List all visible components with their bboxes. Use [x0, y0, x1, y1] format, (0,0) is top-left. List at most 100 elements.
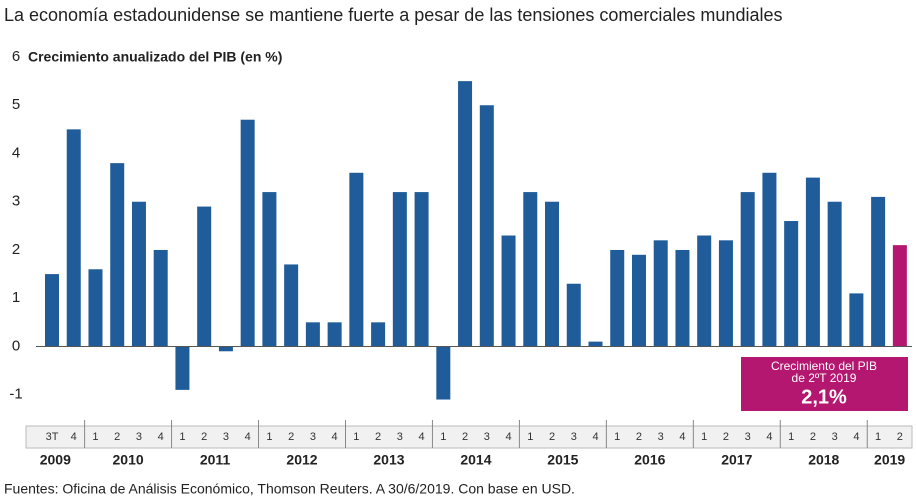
- bar: [305, 322, 320, 347]
- x-group-label: 2013: [373, 452, 404, 468]
- bar: [849, 293, 864, 347]
- x-tick-label: 3: [745, 431, 751, 443]
- x-tick-label: 3: [484, 431, 490, 443]
- bar: [218, 346, 233, 352]
- bar: [501, 235, 516, 347]
- bar: [784, 221, 799, 347]
- bar: [827, 201, 842, 347]
- x-tick-label: 4: [679, 431, 685, 443]
- x-group-label: 2017: [721, 452, 752, 468]
- annotation-text: Crecimiento del PIB: [771, 359, 877, 373]
- x-tick-label: 4: [245, 431, 251, 443]
- x-tick-label: 3: [571, 431, 577, 443]
- bar: [175, 346, 190, 390]
- x-group-label: 2015: [547, 452, 578, 468]
- bar: [458, 81, 473, 347]
- x-group-label: 2018: [808, 452, 839, 468]
- chart-title: La economía estadounidense se mantiene f…: [4, 5, 782, 25]
- bar: [392, 192, 407, 347]
- x-tick-label: 1: [353, 431, 359, 443]
- bar: [871, 196, 886, 347]
- y-tick-label: 2: [12, 241, 20, 258]
- x-tick-label: 2: [549, 431, 555, 443]
- bar: [610, 249, 625, 347]
- bar: [805, 177, 820, 347]
- x-tick-label: 3: [223, 431, 229, 443]
- annotation-text: de 2ºT 2019: [792, 371, 857, 385]
- y-tick-label: 3: [12, 193, 20, 210]
- bar: [131, 201, 146, 347]
- annotation-box: [741, 357, 908, 411]
- bar: [588, 341, 603, 347]
- x-tick-label: 4: [419, 431, 425, 443]
- bar: [414, 192, 429, 347]
- x-tick-label: 3: [658, 431, 664, 443]
- x-tick-label: 2: [636, 431, 642, 443]
- x-group-label: 2012: [286, 452, 317, 468]
- x-tick-label: 1: [179, 431, 185, 443]
- bar: [479, 105, 494, 347]
- bar: [66, 129, 81, 347]
- y-axis-label: Crecimiento anualizado del PIB (en %): [28, 49, 282, 65]
- bar: [762, 172, 777, 347]
- x-tick-label: 2: [723, 431, 729, 443]
- x-group-label: 2011: [200, 452, 231, 468]
- bar: [110, 163, 125, 347]
- x-tick-label: 4: [505, 431, 511, 443]
- x-tick-label: 4: [853, 431, 859, 443]
- y-tick-label: 0: [12, 337, 20, 354]
- y-tick-label: 1: [12, 289, 20, 306]
- x-tick-label: 4: [332, 431, 338, 443]
- x-tick-label: 1: [701, 431, 707, 443]
- y-tick-label: 4: [12, 144, 20, 161]
- x-tick-label: 2: [375, 431, 381, 443]
- x-tick-label: 3: [832, 431, 838, 443]
- bar: [284, 264, 299, 347]
- bar: [88, 269, 103, 347]
- x-tick-label: 3: [310, 431, 316, 443]
- x-tick-label: 4: [592, 431, 598, 443]
- y-tick-label: 5: [12, 96, 20, 113]
- x-group-label: 2016: [634, 452, 665, 468]
- bar: [45, 274, 59, 347]
- x-group-label: 2010: [113, 452, 144, 468]
- bar: [371, 322, 386, 347]
- x-tick-label: 3: [136, 431, 142, 443]
- x-group-label: 2014: [460, 452, 491, 468]
- x-tick-label: 2: [288, 431, 294, 443]
- bar: [327, 322, 342, 347]
- bar: [675, 249, 690, 347]
- bar: [240, 119, 255, 347]
- x-tick-label: 4: [158, 431, 164, 443]
- x-tick-label: 1: [614, 431, 620, 443]
- bar: [262, 192, 277, 347]
- x-tick-label: 4: [766, 431, 772, 443]
- bar: [436, 346, 451, 400]
- x-tick-label: 3: [397, 431, 403, 443]
- x-tick-label: 4: [71, 431, 77, 443]
- bar: [740, 192, 755, 347]
- x-group-label: 2009: [40, 452, 71, 468]
- x-tick-label: 2: [462, 431, 468, 443]
- x-tick-label: 1: [266, 431, 272, 443]
- x-tick-label: 1: [92, 431, 98, 443]
- bar: [631, 254, 646, 347]
- x-tick-label: 2: [201, 431, 207, 443]
- x-tick-label: 1: [440, 431, 446, 443]
- x-axis-band: [25, 425, 913, 449]
- y-tick-label: -1: [9, 386, 22, 403]
- bar: [718, 240, 733, 347]
- bar: [153, 249, 168, 347]
- x-tick-label: 1: [527, 431, 533, 443]
- x-group-label: 2019: [874, 452, 905, 468]
- bar: [197, 206, 212, 347]
- x-tick-label: 2: [114, 431, 120, 443]
- bar: [566, 283, 581, 347]
- bar: [697, 235, 712, 347]
- x-tick-label: 1: [875, 431, 881, 443]
- bar: [653, 240, 668, 347]
- x-tick-label: 1: [788, 431, 794, 443]
- bar: [349, 172, 364, 347]
- y-tick-label: 6: [12, 48, 20, 65]
